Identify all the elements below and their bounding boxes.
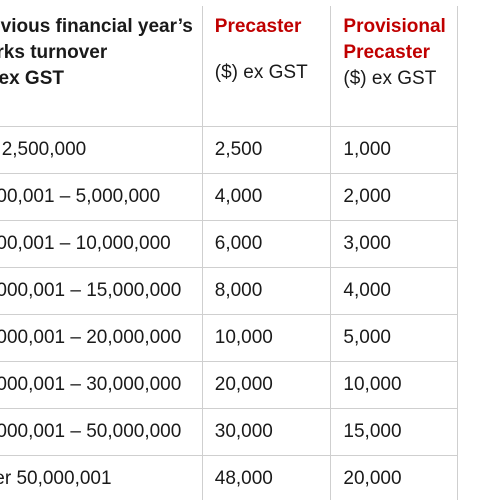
header-provisional-title-2: Precaster: [343, 42, 431, 63]
cell-provisional: 1,000: [330, 126, 458, 174]
header-precaster-unit: ($) ex GST: [214, 62, 308, 83]
header-provisional-title-1: Provisional: [343, 16, 446, 37]
header-row: Previous financial year’s works turnover…: [0, 6, 458, 127]
cell-turnover: 2,500,001 – 5,000,000: [0, 173, 203, 221]
fee-table: Previous financial year’s works turnover…: [0, 6, 458, 500]
header-provisional: Provisional Precaster ($) ex GST: [330, 6, 458, 127]
header-turnover-line-3: ($) ex GST: [0, 68, 64, 89]
header-turnover-line-2: works turnover: [0, 42, 108, 63]
cell-turnover: 30,000,001 – 50,000,000: [0, 408, 203, 456]
header-precaster-title: Precaster: [214, 16, 302, 37]
cell-precaster: 6,000: [202, 220, 332, 268]
cell-turnover: Over 50,000,001: [0, 455, 203, 500]
cell-turnover: 20,000,001 – 30,000,000: [0, 361, 203, 409]
cell-turnover: 5,000,001 – 10,000,000: [0, 220, 203, 268]
cell-precaster: 8,000: [202, 267, 332, 315]
cell-turnover: 15,000,001 – 20,000,000: [0, 314, 203, 362]
cell-precaster: 10,000: [202, 314, 332, 362]
cell-precaster: 30,000: [202, 408, 332, 456]
header-turnover: Previous financial year’s works turnover…: [0, 6, 203, 127]
cell-provisional: 5,000: [330, 314, 458, 362]
cell-provisional: 2,000: [330, 173, 458, 221]
header-turnover-line-1: Previous financial year’s: [0, 16, 193, 37]
header-precaster: Precaster ($) ex GST: [202, 6, 332, 127]
cell-turnover: 0 – 2,500,000: [0, 126, 203, 174]
cell-precaster: 48,000: [202, 455, 332, 500]
cell-provisional: 20,000: [330, 455, 458, 500]
cell-provisional: 15,000: [330, 408, 458, 456]
cell-provisional: 10,000: [330, 361, 458, 409]
cell-provisional: 4,000: [330, 267, 458, 315]
header-provisional-unit: ($) ex GST: [343, 68, 437, 89]
cell-precaster: 2,500: [202, 126, 332, 174]
cell-turnover: 10,000,001 – 15,000,000: [0, 267, 203, 315]
cell-precaster: 4,000: [202, 173, 332, 221]
cell-provisional: 3,000: [330, 220, 458, 268]
cell-precaster: 20,000: [202, 361, 332, 409]
